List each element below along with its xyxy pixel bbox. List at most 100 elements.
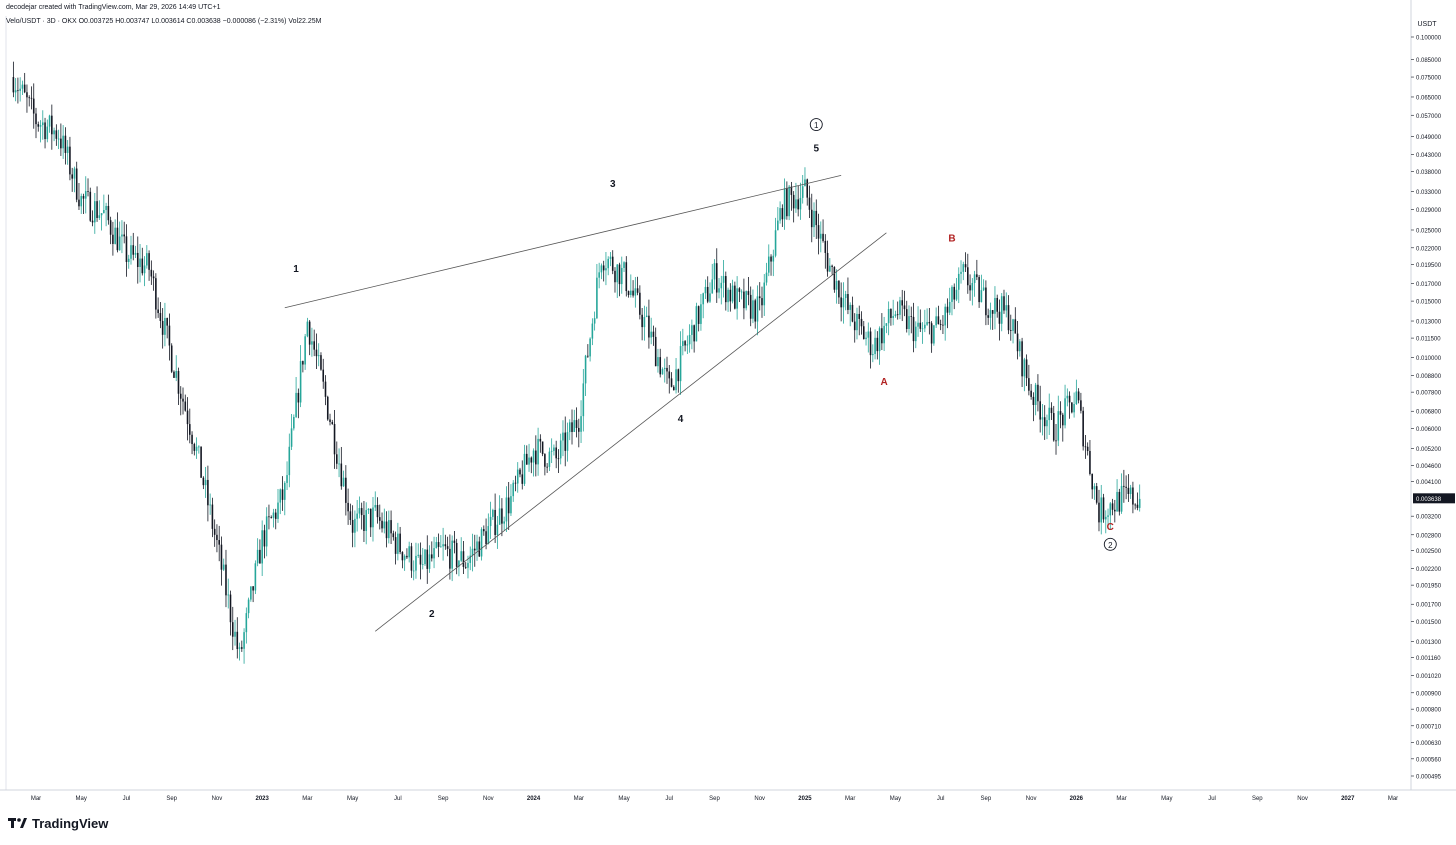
- candle-body: [912, 316, 915, 342]
- x-tick-label: Sep: [166, 796, 177, 802]
- candle-body: [736, 288, 738, 309]
- x-tick-label: Mar: [302, 796, 312, 802]
- candle-body: [663, 367, 666, 370]
- candle-body: [272, 512, 275, 518]
- candle-body: [338, 463, 340, 465]
- candle-body: [299, 361, 302, 403]
- candle-body: [896, 314, 899, 316]
- candle-body: [62, 135, 64, 149]
- x-tick-label: Jul: [937, 796, 945, 802]
- y-tick-label: 0.038000: [1416, 170, 1442, 176]
- wave-label: C: [1107, 522, 1114, 533]
- candle-body: [1073, 404, 1075, 413]
- x-tick-label: Nov: [1297, 796, 1308, 802]
- candle-body: [688, 334, 691, 345]
- wave-label: 4: [678, 414, 684, 425]
- candle-body: [437, 542, 440, 547]
- candle-body: [424, 549, 426, 565]
- candle-body: [55, 130, 58, 139]
- candle-body: [596, 277, 598, 319]
- candle-body: [957, 273, 960, 290]
- candle-body: [1028, 378, 1030, 391]
- tradingview-logo[interactable]: TradingView: [8, 814, 108, 832]
- candle-body: [164, 318, 166, 335]
- candle-body: [634, 288, 637, 296]
- candle-body: [917, 322, 919, 327]
- candle-body: [562, 432, 564, 441]
- candle-body: [872, 354, 874, 356]
- candle-body: [347, 502, 349, 512]
- candle-body: [82, 195, 85, 199]
- candle-body: [408, 546, 410, 558]
- candle-body: [252, 586, 254, 591]
- candle-body: [679, 346, 682, 382]
- candle-body: [657, 357, 659, 367]
- candle-body: [114, 227, 116, 244]
- candle-body: [1016, 333, 1019, 352]
- candle-body: [541, 441, 544, 455]
- candle-body: [1055, 440, 1057, 442]
- candle-body: [1109, 503, 1112, 516]
- candle-body: [32, 98, 35, 114]
- candle-body: [204, 479, 207, 486]
- candle-body: [691, 325, 693, 335]
- x-tick-label: May: [76, 796, 87, 802]
- brand-name: TradingView: [32, 815, 109, 831]
- candle-body: [734, 285, 736, 309]
- x-tick-label: Nov: [1026, 796, 1037, 802]
- candle-body: [840, 297, 842, 308]
- candle-body: [1064, 398, 1066, 426]
- candle-body: [1086, 446, 1089, 451]
- candle-body: [225, 564, 227, 596]
- wave-label: 1: [293, 264, 299, 275]
- candle-body: [84, 191, 87, 199]
- y-tick-label: 0.010000: [1416, 356, 1442, 362]
- candle-body: [186, 410, 189, 425]
- y-tick-label: 0.075000: [1416, 76, 1442, 82]
- candle-body: [758, 296, 761, 299]
- candle-body: [702, 293, 704, 305]
- candle-body: [756, 296, 759, 322]
- candle-body: [247, 599, 250, 614]
- wave-circle: [1103, 537, 1117, 551]
- candle-body: [1052, 413, 1055, 441]
- candle-body: [1030, 390, 1032, 397]
- candle-body: [544, 454, 546, 467]
- candle-body: [559, 440, 562, 459]
- candle-body: [222, 564, 225, 570]
- candle-body: [973, 274, 976, 283]
- candle-body: [1127, 487, 1130, 495]
- x-tick-label: Nov: [754, 796, 765, 802]
- candle-body: [682, 341, 684, 347]
- candle-body: [288, 446, 291, 476]
- candle-body: [1138, 498, 1141, 508]
- candle-body: [1005, 305, 1008, 311]
- candle-body: [591, 323, 594, 339]
- candle-body: [555, 447, 557, 459]
- candle-body: [890, 309, 892, 318]
- candle-body: [143, 265, 146, 274]
- candle-body: [451, 540, 453, 569]
- candle-body: [270, 517, 273, 518]
- candle-body: [283, 482, 286, 500]
- y-tick-label: 0.000900: [1416, 691, 1442, 697]
- candle-body: [806, 179, 809, 198]
- candle-body: [1111, 503, 1114, 510]
- candle-body: [686, 344, 689, 346]
- candle-body: [311, 341, 313, 345]
- candle-body: [392, 533, 395, 538]
- candle-body: [722, 276, 725, 283]
- candle-body: [618, 264, 621, 285]
- candle-body: [901, 300, 904, 306]
- candle-body: [865, 337, 867, 340]
- symbol-legend[interactable]: Velo/USDT · 3D · OKX O0.003725 H0.003747…: [6, 18, 322, 25]
- candle-body: [799, 197, 802, 210]
- candle-body: [548, 451, 551, 467]
- y-tick-label: 0.043000: [1416, 153, 1442, 159]
- candle-body: [905, 309, 908, 329]
- candle-body: [1084, 446, 1087, 448]
- candle-body: [146, 253, 148, 266]
- candle-body: [127, 258, 130, 262]
